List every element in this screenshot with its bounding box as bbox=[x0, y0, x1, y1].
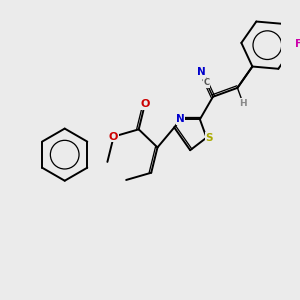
Text: H: H bbox=[239, 99, 247, 108]
Text: C: C bbox=[203, 78, 209, 87]
Text: S: S bbox=[206, 133, 213, 142]
Text: N: N bbox=[197, 67, 206, 77]
Text: O: O bbox=[140, 99, 150, 109]
Text: N: N bbox=[176, 114, 185, 124]
Text: O: O bbox=[109, 132, 118, 142]
Text: F: F bbox=[296, 39, 300, 49]
